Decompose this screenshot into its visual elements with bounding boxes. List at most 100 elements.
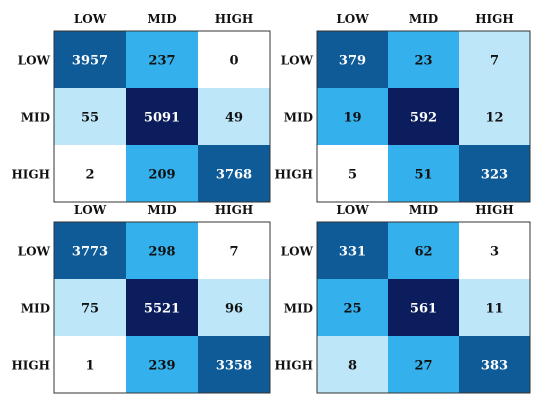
panel-2-cell-value-r1-c1: 592: [410, 111, 437, 126]
panel-3-cell-value-r1-c2: 96: [225, 302, 243, 317]
panel-1-cell-r1-c0: [54, 88, 126, 145]
panel-4-cell-r2-c2: [459, 336, 530, 393]
panel-2-cell-r1-c2: [459, 88, 530, 145]
panel-4-cell-value-r2-c1: 27: [414, 359, 432, 374]
panel-2-cell-r2-c0: [317, 145, 388, 202]
panel-4-column-label-mid: MID: [409, 203, 438, 217]
panel-2-row-label-mid: MID: [284, 111, 313, 125]
panel-1-column-label-mid: MID: [147, 12, 176, 26]
panel-1-cell-value-r2-c0: 2: [85, 168, 94, 183]
panel-4-cell-r1-c0: [317, 279, 388, 336]
panel-1-cell-value-r2-c2: 3768: [216, 168, 252, 183]
panel-4-cell-value-r1-c0: 25: [343, 302, 361, 317]
panel-1-cell-r1-c2: [198, 88, 270, 145]
panel-3-cell-r0-c2: [198, 222, 270, 279]
panel-1-cell-value-r0-c1: 237: [148, 54, 175, 69]
panel-3-cell-value-r2-c2: 3358: [216, 359, 252, 374]
panel-2-cell-r0-c2: [459, 31, 530, 88]
panel-4-frame: [316, 221, 531, 394]
panel-1-cell-value-r1-c2: 49: [225, 111, 243, 126]
panel-1-row-label-mid: MID: [21, 111, 50, 125]
panel-4-cell-value-r2-c2: 383: [481, 359, 508, 374]
panel-3-cell-value-r0-c2: 7: [229, 245, 238, 260]
panel-3-column-label-mid: MID: [147, 203, 176, 217]
panel-1-cell-r0-c2: [198, 31, 270, 88]
panel-1-cell-r0-c0: [54, 31, 126, 88]
panel-1-cell-r2-c1: [126, 145, 198, 202]
panel-4-cell-value-r1-c1: 561: [410, 302, 437, 317]
panel-1-cell-r2-c0: [54, 145, 126, 202]
panel-2-cell-value-r0-c2: 7: [490, 54, 499, 69]
panel-1-column-label-high: HIGH: [215, 12, 254, 26]
panel-2-cell-r2-c1: [388, 145, 459, 202]
panel-4-cell-value-r0-c0: 331: [339, 245, 366, 260]
panel-4-cell-r1-c1: [388, 279, 459, 336]
panel-2-column-label-high: HIGH: [475, 12, 514, 26]
panel-4-cell-r0-c0: [317, 222, 388, 279]
panel-1-cell-value-r2-c1: 209: [148, 168, 175, 183]
panel-2-column-label-mid: MID: [409, 12, 438, 26]
panel-2-cell-value-r2-c0: 5: [348, 168, 357, 183]
panel-3-cell-r1-c0: [54, 279, 126, 336]
panel-2-row-label-high: HIGH: [274, 168, 313, 182]
panel-4-row-label-mid: MID: [284, 302, 313, 316]
panel-2-cell-r1-c1: [388, 88, 459, 145]
panel-4-cell-value-r2-c0: 8: [348, 359, 357, 374]
panel-2-cell-value-r2-c2: 323: [481, 168, 508, 183]
panel-1-frame: [53, 30, 271, 203]
panel-3-cell-value-r0-c0: 3773: [72, 245, 108, 260]
panel-3-cell-r0-c0: [54, 222, 126, 279]
panel-4-cell-r0-c1: [388, 222, 459, 279]
panel-2-frame: [316, 30, 531, 203]
panel-3-cell-r2-c2: [198, 336, 270, 393]
panel-3-row-label-low: LOW: [18, 245, 51, 259]
panel-2-column-label-low: LOW: [336, 12, 369, 26]
panel-3-cell-r1-c1: [126, 279, 198, 336]
panel-4-cell-r1-c2: [459, 279, 530, 336]
panel-2-cell-value-r0-c1: 23: [414, 54, 432, 69]
panel-3-row-label-mid: MID: [21, 302, 50, 316]
panel-3-column-label-high: HIGH: [215, 203, 254, 217]
panel-2-cell-r0-c1: [388, 31, 459, 88]
panel-1-cell-value-r0-c2: 0: [229, 54, 238, 69]
panel-1-cell-r0-c1: [126, 31, 198, 88]
panel-4-cell-r0-c2: [459, 222, 530, 279]
panel-1-column-label-low: LOW: [74, 12, 107, 26]
panel-4-row-label-high: HIGH: [274, 359, 313, 373]
panel-2-cell-r1-c0: [317, 88, 388, 145]
panel-4-row-label-low: LOW: [281, 245, 314, 259]
panel-4-cell-value-r0-c1: 62: [414, 245, 432, 260]
panel-3-frame: [53, 221, 271, 394]
panel-4-cell-r2-c1: [388, 336, 459, 393]
panel-3-cell-value-r1-c0: 75: [81, 302, 99, 317]
panel-3-cell-value-r2-c1: 239: [148, 359, 175, 374]
panel-4-column-label-low: LOW: [336, 203, 369, 217]
panel-1-row-label-low: LOW: [18, 54, 51, 68]
panel-3-cell-r1-c2: [198, 279, 270, 336]
panel-2-cell-value-r1-c2: 12: [485, 111, 503, 126]
panel-1-cell-r1-c1: [126, 88, 198, 145]
panel-3-cell-r0-c1: [126, 222, 198, 279]
panel-1-cell-value-r1-c1: 5091: [144, 111, 180, 126]
panel-4-cell-value-r1-c2: 11: [485, 302, 503, 317]
panel-3-cell-r2-c0: [54, 336, 126, 393]
panel-2-row-label-low: LOW: [281, 54, 314, 68]
panel-1-cell-value-r1-c0: 55: [81, 111, 99, 126]
panel-3-column-label-low: LOW: [74, 203, 107, 217]
panel-3-cell-value-r0-c1: 298: [148, 245, 175, 260]
panel-2-cell-r0-c0: [317, 31, 388, 88]
panel-4-cell-value-r0-c2: 3: [490, 245, 499, 260]
panel-1-cell-value-r0-c0: 3957: [72, 54, 108, 69]
panel-3-cell-r2-c1: [126, 336, 198, 393]
panel-2-cell-r2-c2: [459, 145, 530, 202]
panel-3-cell-value-r2-c0: 1: [85, 359, 94, 374]
panel-4-column-label-high: HIGH: [475, 203, 514, 217]
panel-1-cell-r2-c2: [198, 145, 270, 202]
panel-2-cell-value-r1-c0: 19: [343, 111, 361, 126]
panel-4-cell-r2-c0: [317, 336, 388, 393]
panel-3-cell-value-r1-c1: 5521: [144, 302, 180, 317]
panel-1-row-label-high: HIGH: [11, 168, 50, 182]
panel-2-cell-value-r2-c1: 51: [414, 168, 432, 183]
panel-2-cell-value-r0-c0: 379: [339, 54, 366, 69]
